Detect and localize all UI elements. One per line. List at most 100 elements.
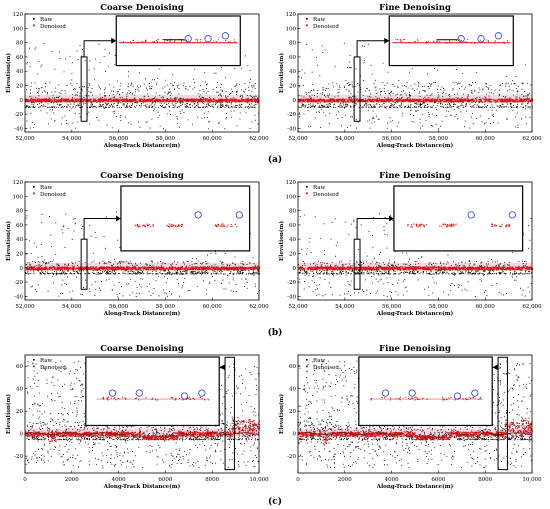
raw-point [416,110,417,112]
raw-point [365,103,367,105]
raw-point [162,107,164,108]
denoised-point [90,98,92,101]
raw-point [157,275,159,277]
denoised-point [376,100,378,102]
raw-point [47,271,48,273]
raw-point [421,125,423,127]
raw-point [346,106,348,108]
raw-point [403,90,404,92]
denoised-point [37,100,39,102]
raw-point [524,91,526,92]
raw-point [89,60,91,62]
raw-point [506,119,508,120]
raw-point [444,104,446,105]
raw-point [187,103,189,105]
raw-point [126,106,128,108]
raw-point [415,106,417,108]
raw-point [87,107,88,108]
denoised-point [220,99,223,101]
raw-point [421,103,423,105]
raw-point [111,289,113,291]
raw-point [391,104,393,106]
raw-point [140,262,141,264]
raw-point [115,116,117,117]
raw-point [465,103,467,105]
raw-point [40,109,42,111]
plot-frame [24,13,260,133]
raw-point [148,290,150,292]
raw-point [426,104,428,105]
raw-point [249,262,250,264]
raw-point [32,121,34,123]
raw-point [307,107,308,108]
denoised-point [185,98,187,100]
raw-point [204,117,206,119]
raw-point [149,82,150,84]
raw-point [219,93,221,95]
raw-point [224,273,226,275]
raw-point [324,94,326,96]
inset-denoised-point [401,41,403,43]
denoised-point [142,100,145,102]
raw-point [129,105,131,107]
raw-point [127,85,129,87]
raw-point [324,105,326,107]
inset-denoised-point [157,41,159,43]
raw-point [154,97,155,99]
raw-point [355,103,357,105]
raw-point [69,55,71,57]
highlight-circle [184,35,192,43]
denoised-point [438,98,440,101]
raw-point [221,283,222,284]
raw-point [482,88,484,90]
raw-point [396,98,397,100]
raw-point [79,92,81,94]
denoised-point [448,98,450,100]
raw-point [163,270,165,272]
y-tick-label: -20 [14,112,23,118]
raw-point [181,102,183,104]
raw-point [47,93,48,95]
raw-point [117,266,118,267]
raw-point [60,104,62,105]
raw-point [302,84,304,86]
raw-point [98,263,100,265]
raw-point [45,271,46,273]
raw-point [203,272,205,274]
raw-point [130,84,132,86]
denoised-point [59,99,61,101]
raw-point [409,106,411,108]
raw-point [204,271,206,273]
denoised-point [402,100,404,103]
raw-point [319,102,321,104]
raw-point [227,275,228,277]
raw-point [164,263,166,265]
raw-point [56,264,58,266]
raw-point [138,272,140,273]
raw-point [168,270,169,271]
raw-point [247,65,249,67]
raw-point [429,83,431,85]
raw-point [187,106,189,108]
raw-point [453,106,455,107]
raw-point [509,103,511,105]
raw-point [149,106,151,108]
denoised-point [504,100,506,102]
denoised-point [99,101,102,103]
raw-point [224,106,226,108]
raw-point [215,253,217,255]
raw-point [438,94,440,96]
raw-point [242,268,244,270]
raw-point [364,105,366,106]
raw-point [106,103,108,105]
denoised-point [63,100,65,102]
denoised-point [122,98,124,100]
denoised-point [172,99,174,101]
raw-point [235,268,237,270]
raw-point [452,82,454,83]
inset-denoised-point [132,40,134,41]
raw-point [230,105,232,107]
raw-point [331,98,333,100]
raw-point [373,104,375,106]
raw-point [253,271,254,273]
